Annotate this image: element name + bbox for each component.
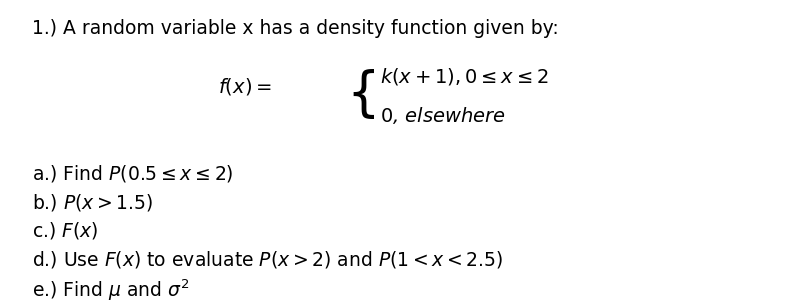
- Text: d.) Use $F(x)$ to evaluate $P(x > 2)$ and $P(1 < x < 2.5)$: d.) Use $F(x)$ to evaluate $P(x > 2)$ an…: [32, 249, 503, 270]
- Text: c.) $F(x)$: c.) $F(x)$: [32, 220, 98, 241]
- Text: b.) $P(x > 1.5)$: b.) $P(x > 1.5)$: [32, 192, 153, 213]
- Text: {: {: [347, 69, 380, 121]
- Text: $f(x) =$: $f(x) =$: [218, 76, 272, 98]
- Text: 1.) A random variable x has a density function given by:: 1.) A random variable x has a density fu…: [32, 19, 559, 38]
- Text: $k(x+1), 0 \leq x \leq 2$: $k(x+1), 0 \leq x \leq 2$: [380, 66, 548, 87]
- Text: a.) Find $P(0.5 \leq x \leq 2)$: a.) Find $P(0.5 \leq x \leq 2)$: [32, 163, 233, 184]
- Text: $0$, $elsewhere$: $0$, $elsewhere$: [380, 105, 505, 126]
- Text: e.) Find $\mu$ and $\sigma^2$: e.) Find $\mu$ and $\sigma^2$: [32, 277, 189, 302]
